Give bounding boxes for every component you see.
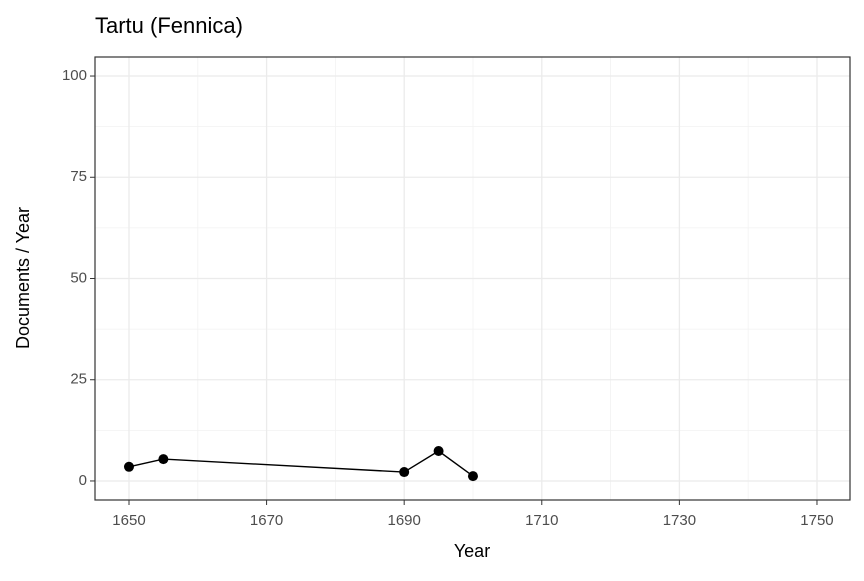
x-tick-label: 1750: [800, 512, 833, 529]
point: [158, 454, 169, 465]
y-tick-label: 100: [62, 67, 87, 84]
y-tick-label: 25: [70, 371, 87, 388]
x-tick-label: 1670: [250, 512, 283, 529]
x-tick-label: 1710: [525, 512, 558, 529]
chart-title: Tartu (Fennica): [95, 13, 243, 38]
point: [433, 446, 444, 457]
y-axis-title: Documents / Year: [13, 207, 33, 349]
x-axis-title: Year: [454, 541, 490, 561]
point: [467, 471, 478, 482]
y-tick-label: 50: [70, 269, 87, 286]
x-tick-label: 1690: [387, 512, 420, 529]
x-tick-label: 1730: [663, 512, 696, 529]
point: [399, 467, 410, 478]
y-tick-label: 75: [70, 168, 87, 185]
panel-border: [94, 56, 851, 501]
y-tick-label: 0: [79, 472, 87, 489]
point: [123, 461, 134, 472]
x-tick-label: 1650: [112, 512, 145, 529]
